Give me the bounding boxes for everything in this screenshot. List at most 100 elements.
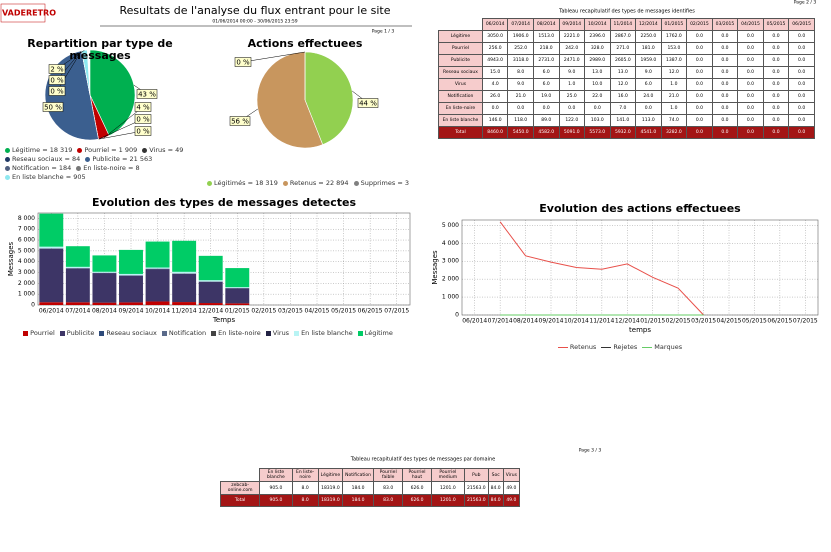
- table-cell: 141.0: [609, 114, 637, 127]
- table-cell: 113.0: [635, 114, 662, 127]
- table-cell: 0.0: [762, 114, 790, 127]
- bar-segment: [65, 246, 90, 267]
- label-box: [134, 114, 152, 124]
- table-title: Tableau recapitulatif des types de messa…: [350, 457, 495, 463]
- bar-segment: [145, 267, 170, 269]
- legend-label: Légitime: [364, 329, 393, 337]
- row-label: Publicite: [438, 54, 483, 67]
- bar-segment: [225, 303, 250, 305]
- row-label: Notification: [438, 90, 483, 103]
- corner-cell: [438, 18, 483, 31]
- table-cell: 6.0: [532, 78, 560, 91]
- legend-label: Retenus: [569, 343, 597, 351]
- table-cell: 0.0: [762, 90, 790, 103]
- x-tick-label: 11/2014: [172, 308, 197, 315]
- legend-swatch: [211, 330, 217, 336]
- legend-item: Pourriel: [23, 329, 55, 337]
- y-tick-label: 5 000: [442, 222, 459, 229]
- bar-segment: [119, 275, 143, 303]
- table-cell: 0.0: [788, 42, 815, 55]
- table-cell: 8.0: [507, 66, 534, 79]
- y-tick-label: 4 000: [18, 258, 35, 265]
- legend-swatch: [5, 165, 10, 171]
- table-cell: 26.0: [481, 90, 509, 103]
- table-cell: 4541.0: [635, 126, 662, 139]
- leader-line: [242, 51, 306, 63]
- bar-segment: [65, 302, 90, 305]
- x-tick-label: 06/2015: [767, 318, 792, 325]
- corner-cell: [220, 468, 260, 482]
- table-cell: 0.0: [737, 102, 764, 115]
- legend-swatch: [77, 147, 83, 153]
- legend-item: En liste-noire: [211, 329, 261, 337]
- table-cell: 4.0: [481, 78, 509, 91]
- legend-swatch: [601, 346, 612, 348]
- x-tick-label: 03/2015: [691, 318, 716, 325]
- x-axis-label: temps: [629, 326, 651, 334]
- column-header: 11/2014: [609, 18, 637, 31]
- legend-item: Publicite: [59, 329, 94, 337]
- table-cell: 0.0: [711, 102, 739, 115]
- leader-line: [56, 50, 82, 81]
- label-box: [134, 102, 152, 112]
- column-header: 02/2015: [686, 18, 713, 31]
- x-tick-label: 06/2014: [39, 308, 64, 315]
- legend-label: En liste-noire: [218, 329, 261, 337]
- x-tick-label: 08/2014: [92, 308, 117, 315]
- table-cell: 1762.0: [660, 30, 688, 43]
- page-number: Page 2 / 3: [794, 0, 817, 6]
- table-cell: 0.0: [686, 30, 713, 43]
- legend-item: Notification: [161, 329, 207, 337]
- table-cell: 1906.0: [507, 30, 534, 43]
- table-cell: 0.0: [788, 114, 815, 127]
- legend-label: Marques: [654, 343, 683, 351]
- table-cell: 2867.0: [609, 30, 637, 43]
- table-cell: 0.0: [788, 30, 815, 43]
- legend-item: Retenus = 22 894: [282, 179, 349, 187]
- table-cell: 0.0: [737, 54, 764, 67]
- logo: VADERETRO: [2, 9, 56, 18]
- chart-title: Evolution des actions effectuees: [539, 202, 741, 215]
- bar-segment: [92, 271, 117, 273]
- legend-item: En liste blanche: [294, 329, 353, 337]
- table-cell: 0.0: [762, 30, 790, 43]
- table-cell: 8460.0: [481, 126, 509, 139]
- x-tick-label: 12/2014: [615, 318, 640, 325]
- table-title: Tableau recapitulatif des types de messa…: [558, 9, 695, 15]
- y-tick-label: 0: [455, 312, 459, 319]
- series-line: [499, 221, 704, 316]
- table-cell: 12.0: [609, 78, 637, 91]
- bar-segment: [172, 302, 197, 305]
- x-axis-label: Temps: [212, 316, 236, 324]
- legend-swatch: [557, 346, 568, 348]
- table-cell: 0.0: [635, 102, 662, 115]
- table-cell: 218.0: [532, 42, 560, 55]
- row-label: Reseau sociaux: [438, 66, 483, 79]
- bar-segment: [172, 240, 197, 272]
- table-cell: 0.0: [762, 78, 790, 91]
- bar-segment: [92, 302, 117, 305]
- bar-segment: [198, 280, 223, 282]
- column-header: 08/2014: [532, 18, 560, 31]
- table-cell: 0.0: [711, 90, 739, 103]
- table-cell: 3050.0: [481, 30, 509, 43]
- table-row: Virus 4.0 9.0 6.0 1.0 10.0 12.0 6.0 1.0 0.0 0.0 0.0…: [438, 78, 815, 91]
- legend-label: Notification: [168, 329, 207, 337]
- legend-label: Virus = 49: [149, 146, 184, 154]
- y-tick-label: 3 000: [18, 269, 35, 276]
- table-cell: 328.0: [584, 42, 611, 55]
- legend-swatch: [99, 330, 105, 336]
- legend-label: Publicite = 21 563: [92, 155, 153, 163]
- x-tick-label: 04/2015: [305, 308, 330, 315]
- table-cell: 12.0: [660, 66, 688, 79]
- data-label: 2 %: [50, 66, 64, 74]
- chart-title: Evolution des types de messages detectes: [92, 196, 357, 209]
- column-header: Légitime: [317, 468, 344, 482]
- legend-item: Notification = 184: [5, 164, 71, 172]
- table-cell: 18319.0: [317, 494, 344, 507]
- legend-label: Reseau sociaux = 84: [12, 155, 81, 163]
- header-row: 06/2014 07/2014 08/2014 09/2014 10/2014 11/20…: [438, 18, 815, 31]
- table-row: Notification 26.0 21.0 19.0 25.0 22.0 16.0 24.0…: [438, 90, 815, 103]
- table-cell: 2250.0: [635, 30, 662, 43]
